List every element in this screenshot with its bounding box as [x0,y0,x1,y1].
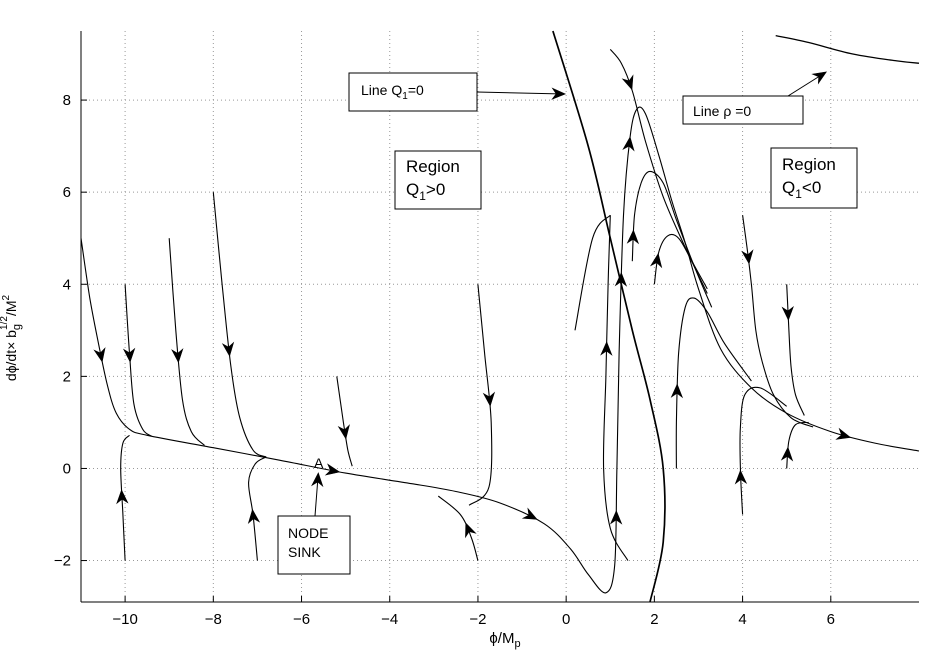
rho-pointer-head [811,71,828,85]
svg-text:Q1<0: Q1<0 [782,178,821,201]
q1-zero-line [552,30,666,603]
trajectory-curves [80,49,920,594]
q1-pointer-head [551,87,567,100]
x-tick-label: 2 [650,611,658,628]
flow-arrow [221,341,235,357]
annotations: Line Q1=0 Line ρ =0 Region Q1>0 Region Q… [277,71,858,575]
flow-arrow [622,136,635,152]
axes-frame [80,31,919,603]
y-tick-label: −2 [54,553,71,570]
y-axis-label: dϕ/dt× bg1/2/M2 [0,294,23,381]
trajectory-curve [336,376,353,467]
point-a-label: A [314,455,324,471]
flow-arrow [324,463,341,476]
trajectory-curve [631,170,713,308]
y-tick-label: 6 [63,184,71,201]
trajectory-curve [168,238,205,446]
x-tick-label: −8 [205,611,222,628]
flow-arrow [781,306,794,321]
svg-text:NODE: NODE [288,525,328,541]
flow-arrow [93,347,106,363]
y-tick-label: 4 [63,276,71,293]
flow-arrow [835,427,852,440]
svg-text:Line Q1=0: Line Q1=0 [361,82,424,102]
rho-pointer [787,73,824,97]
q1-line-callout: Line Q1=0 [348,72,478,112]
flow-arrow [626,229,640,245]
y-tick-label: 8 [63,92,71,109]
trajectory-curve [120,434,130,561]
trajectory-curve [609,49,708,294]
x-tick-label: 4 [738,611,746,628]
q1-pointer [476,91,565,95]
flow-arrow [609,509,623,525]
flow-arrow [122,347,136,363]
node-pointer [314,476,319,517]
x-tick-label: −10 [112,611,137,628]
trajectory-curve [574,214,611,331]
rho-line-callout: Line ρ =0 [682,95,804,125]
tick-labels: −10 −8 −6 −4 −2 0 2 4 6 −2 0 2 4 6 8 [54,92,835,628]
trajectory-curve [124,284,152,437]
x-axis-label: ϕ/Mp [489,630,520,650]
svg-text:SINK: SINK [288,544,321,560]
flow-arrow [670,383,684,399]
region-positive-box: Region Q1>0 [394,150,482,210]
rho-zero-line [775,34,920,64]
node-pointer-head [311,472,324,488]
flow-arrow [780,446,794,462]
flow-arrow [600,341,613,356]
x-tick-label: 0 [562,611,570,628]
trajectory-curve [212,192,267,458]
callout-pointers [311,71,828,517]
flow-arrow [337,424,350,440]
trajectory-curve [786,421,809,469]
flow-arrow [649,252,663,269]
trajectory-curve [248,456,267,561]
trajectory-curve [602,215,629,561]
flow-arrow [171,348,184,364]
flow-arrow [521,507,538,520]
trajectory-curve [786,284,805,416]
svg-text:Region: Region [406,157,460,176]
svg-text:Q1>0: Q1>0 [406,180,445,203]
svg-text:Line ρ =0: Line ρ =0 [693,103,751,119]
special-lines [552,30,920,603]
trajectory-curve [653,233,708,290]
trajectory-curve [739,386,788,515]
flow-arrow [116,489,129,505]
trajectory-curve [742,215,814,428]
x-tick-label: −4 [381,611,398,628]
y-tick-label: 2 [63,368,71,385]
node-sink-box: NODE SINK [277,515,351,575]
flow-arrow [621,74,634,91]
region-negative-box: Region Q1<0 [770,147,858,209]
flow-arrow [734,469,748,485]
trajectory-curve [437,495,479,561]
flow-arrow [247,508,261,525]
flow-arrow [482,391,496,407]
x-tick-label: 6 [827,611,835,628]
y-tick-label: 0 [63,460,71,477]
trajectory-curve [468,284,493,506]
flow-arrow [465,522,477,539]
trajectory-curve [80,106,920,594]
trajectory-curve [675,297,752,469]
flow-arrow [741,249,754,265]
x-tick-label: −6 [293,611,310,628]
x-tick-label: −2 [469,611,486,628]
svg-text:Region: Region [782,155,836,174]
